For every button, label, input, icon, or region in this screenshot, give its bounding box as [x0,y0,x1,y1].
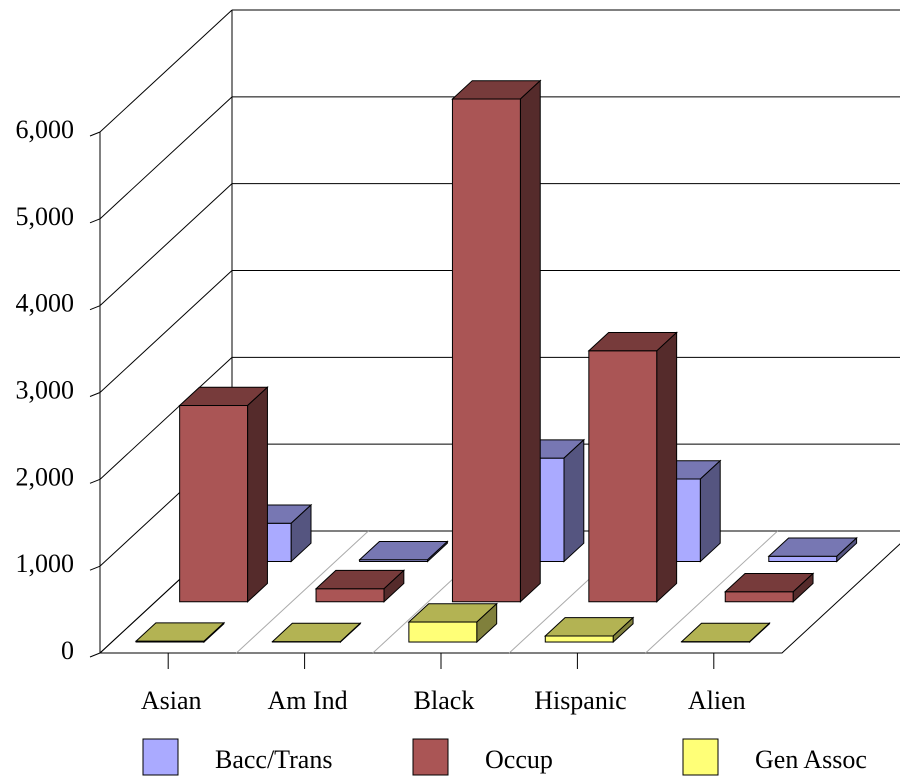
x-tick-label: Hispanic [534,686,626,715]
bar-side [519,79,541,603]
grid-line [99,356,233,480]
tick-mark [89,565,101,571]
y-tick-label: 6,000 [16,115,75,144]
bar-side [836,536,858,563]
floor-divider [236,530,369,654]
x-tick-label: Alien [688,686,746,715]
tick-mark [89,305,101,311]
y-tick-label: 2,000 [16,462,75,491]
bar-side [656,331,678,603]
bar-front [544,635,614,643]
y-tick-label: 1,000 [16,549,75,578]
bar-side [290,503,312,563]
bar-side [699,459,721,563]
bar-side [612,616,634,644]
bar-top [680,622,771,643]
tick-mark [89,131,101,137]
legend-label: Occup [485,745,553,774]
y-tick-label: 0 [61,636,74,665]
legend-swatch [682,738,719,776]
bar-front [408,621,478,643]
grid-line [99,183,233,307]
grid-line [99,270,233,393]
bar-side [339,622,361,644]
bar-top [358,540,449,561]
bar-side [792,572,814,603]
y-tick-label: 4,000 [16,289,75,318]
x-tick-label: Am Ind [268,686,348,715]
bar-side [203,621,225,644]
grid-line [99,96,233,220]
tick-mark [89,478,101,484]
bar-front [724,591,794,603]
floor-divider [645,530,778,654]
bar-side [749,622,770,644]
tick-mark [89,218,101,224]
bar-front [768,555,838,562]
legend-swatch [412,738,449,776]
grid-line [99,9,233,133]
legend-label: Gen Assoc [755,745,867,774]
tick-mark [89,392,101,397]
y-tick-label: 3,000 [16,375,75,404]
bar-side [563,438,585,563]
legend-swatch [142,738,179,776]
bar-front [451,98,521,603]
y-tick-label: 5,000 [16,202,75,231]
bar-front [315,588,385,603]
x-tick-label: Black [414,686,475,715]
legend-label: Bacc/Trans [215,745,332,774]
bar-side [383,569,405,603]
x-tick-label: Asian [141,686,202,715]
bar-side [247,386,268,603]
bar-top [271,622,362,643]
bar-side [476,602,498,644]
bar-front [588,350,658,603]
bar-top [134,622,226,642]
bar-side [427,540,448,563]
tick-mark [89,652,101,658]
bar-front [179,405,249,603]
